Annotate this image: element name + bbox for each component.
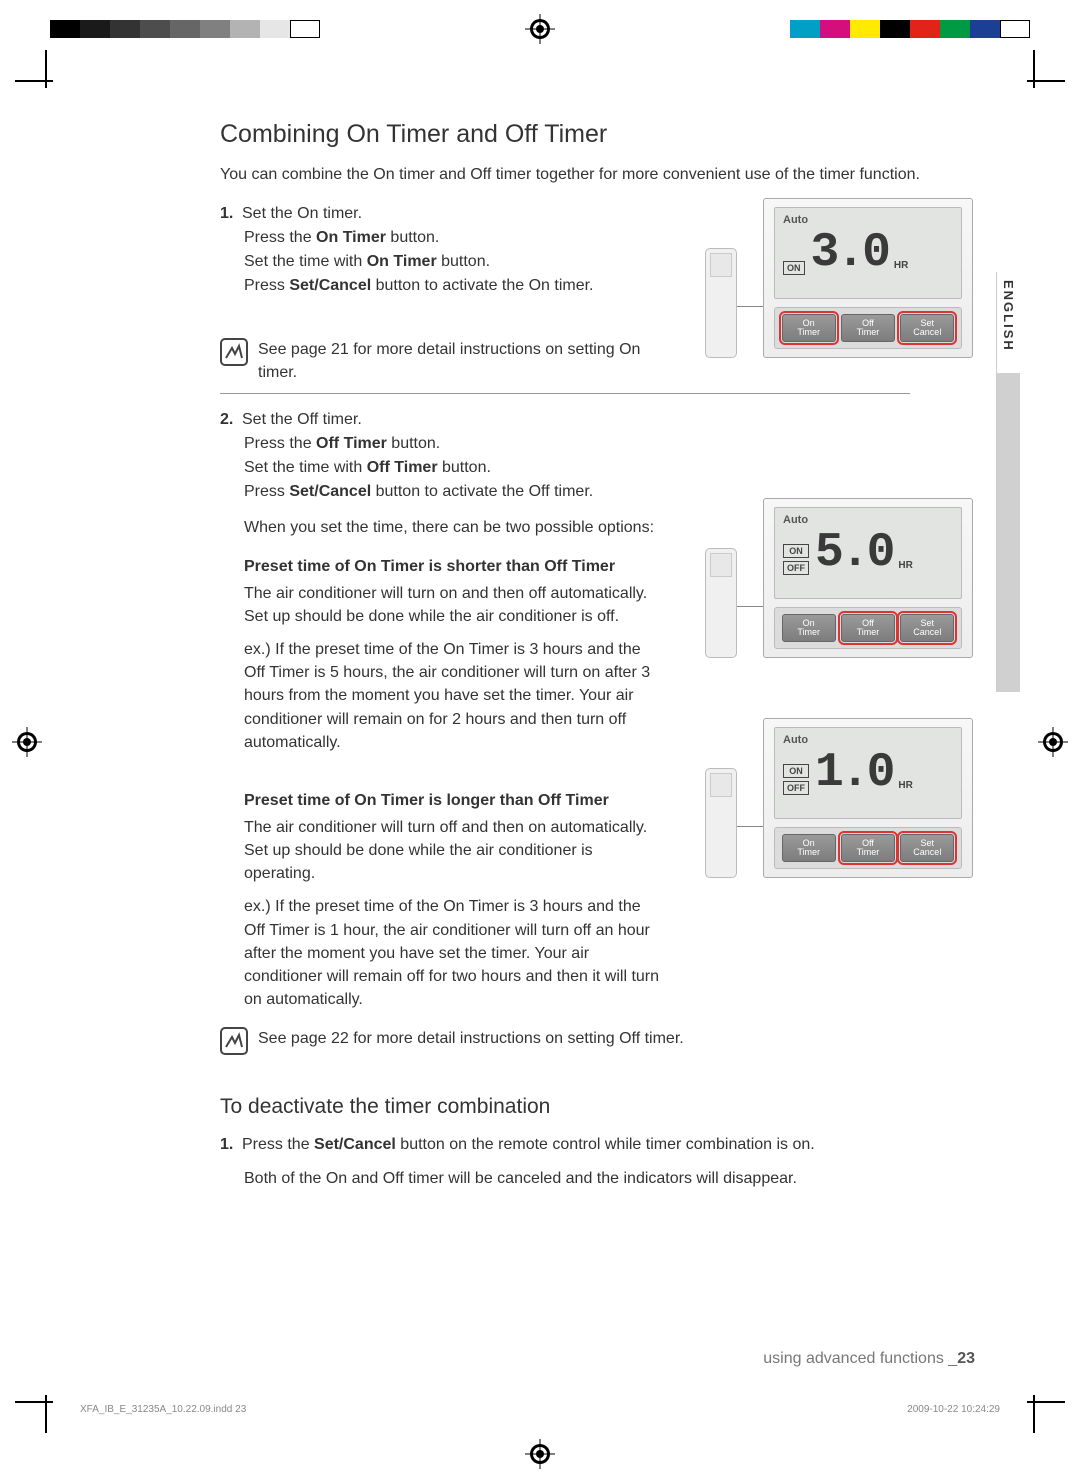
case-b: Preset time of On Timer is longer than O… (220, 792, 960, 1012)
section-heading: Combining On Timer and Off Timer (220, 120, 960, 149)
registration-mark-icon (525, 1439, 555, 1469)
imprint-right: 2009-10-22 10:24:29 (907, 1404, 1000, 1415)
note-icon (220, 1027, 248, 1055)
crop-mark (1033, 50, 1035, 88)
page-content: Combining On Timer and Off Timer You can… (220, 120, 960, 1191)
registration-mark-icon (1038, 727, 1068, 757)
crop-mark (15, 80, 53, 82)
crop-mark (1027, 80, 1065, 82)
deactivate-heading: To deactivate the timer combination (220, 1095, 960, 1119)
registration-mark-icon (525, 14, 555, 44)
note-1: See page 21 for more detail instructions… (220, 338, 960, 384)
crop-mark (1027, 1401, 1065, 1403)
crop-mark (15, 1401, 53, 1403)
case-a: Preset time of On Timer is shorter than … (220, 558, 960, 754)
language-tab: ENGLISH (996, 272, 1020, 692)
step-2: 2.Set the Off timer. (220, 408, 960, 432)
language-tab-label: ENGLISH (997, 272, 1016, 352)
page-footer: using advanced functions _23 (763, 1350, 975, 1368)
options-intro: When you set the time, there can be two … (220, 516, 960, 540)
registration-mark-icon (12, 727, 42, 757)
imprint-left: XFA_IB_E_31235A_10.22.09.indd 23 (80, 1404, 246, 1415)
step-1: 1.Set the On timer. (220, 202, 960, 226)
deactivate-step: 1.Press the Set/Cancel button on the rem… (220, 1133, 960, 1157)
intro-text: You can combine the On timer and Off tim… (220, 163, 960, 186)
note-2: See page 22 for more detail instructions… (220, 1027, 960, 1055)
note-icon (220, 338, 248, 366)
separator (220, 393, 910, 394)
crop-mark (45, 50, 47, 88)
